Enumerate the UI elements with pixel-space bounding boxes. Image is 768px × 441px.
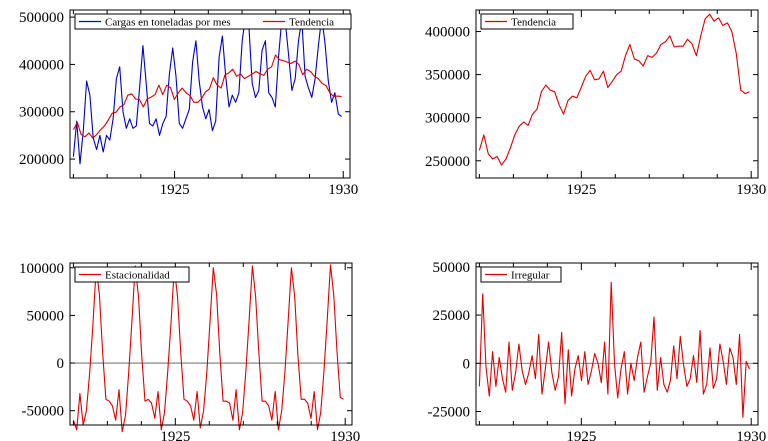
x-tick-label: 1930: [328, 182, 358, 198]
x-tick-label: 1925: [566, 429, 596, 441]
y-tick-label: 250000: [425, 154, 470, 170]
legend-label: Estacionalidad: [105, 270, 170, 282]
legend-label: Irregular: [511, 270, 550, 282]
x-tick-label: 1930: [330, 429, 360, 441]
cargas-panel: 200000 300000 400000 500000 1925 1930 Cargas e…: [19, 9, 358, 198]
series-line-estacionalidad: [72, 264, 344, 433]
x-tick-label: 1930: [736, 182, 766, 198]
y-tick-label: 0: [57, 356, 65, 372]
y-tick-label: 500000: [19, 10, 64, 26]
estacionalidad-panel: -50000 0 50000 100000 1925 1930 Estacionalidad: [19, 261, 360, 441]
x-tick-label: 1925: [160, 182, 190, 198]
y-tick-label: 350000: [425, 68, 470, 84]
legend: Tendencia: [480, 13, 574, 30]
legend-box: [480, 13, 574, 30]
y-tick-label: 300000: [425, 111, 470, 127]
series-line-irregular: [478, 281, 751, 418]
series-line-cargas-en-toneladas-por-mes: [72, 16, 342, 165]
y-tick-label: 300000: [19, 105, 64, 121]
legend-box: [74, 266, 190, 283]
x-tick-label: 1925: [566, 182, 596, 198]
plot-frame: [475, 262, 759, 426]
y-tick-label: 400000: [425, 25, 470, 41]
y-tick-label: -50000: [22, 404, 65, 420]
y-tick-label: 0: [463, 356, 471, 372]
legend-label: Tendencia: [511, 17, 556, 29]
legend-box: [480, 266, 562, 283]
legend-label: Cargas en toneladas por mes: [105, 17, 231, 29]
y-tick-label: -25000: [428, 405, 471, 421]
series-line-tendencia: [478, 13, 750, 166]
series-line-tendencia: [72, 54, 342, 139]
y-tick-label: 50000: [433, 260, 471, 276]
x-tick-label: 1930: [736, 429, 766, 441]
y-tick-label: 400000: [19, 57, 64, 73]
plot-frame: [69, 262, 353, 426]
legend: Irregular: [480, 266, 562, 283]
tendencia-panel: 250000 300000 350000 400000 1925 1930 Tendenci…: [425, 9, 766, 198]
legend-box: [74, 13, 352, 30]
legend: Cargas en toneladas por mes Tendencia: [74, 13, 352, 30]
irregular-panel: -25000 0 25000 50000 1925 1930 Irregular: [428, 260, 767, 441]
legend: Estacionalidad: [74, 266, 190, 283]
x-tick-label: 1925: [160, 429, 190, 441]
y-tick-label: 100000: [19, 261, 64, 277]
plot-frame: [475, 9, 759, 179]
y-tick-label: 50000: [27, 308, 65, 324]
legend-label: Tendencia: [289, 17, 334, 29]
y-tick-label: 25000: [433, 308, 471, 324]
y-tick-label: 200000: [19, 152, 64, 168]
plot-frame: [69, 9, 351, 179]
